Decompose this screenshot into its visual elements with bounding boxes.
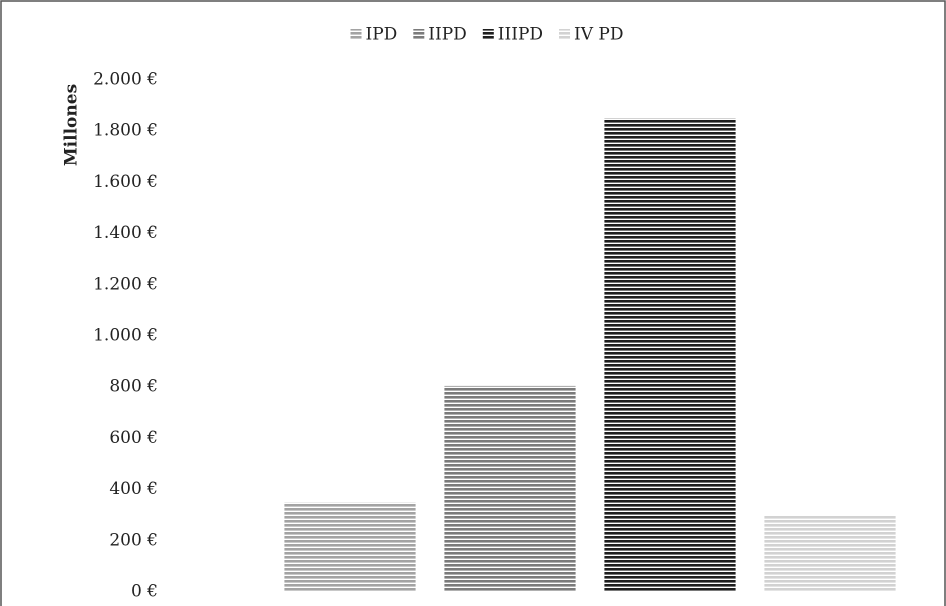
bar	[604, 118, 736, 593]
y-tick-label: 2.000 €	[93, 70, 158, 90]
y-tick-label: 1.400 €	[93, 223, 158, 243]
legend-swatch	[413, 29, 425, 40]
legend-swatch	[482, 29, 494, 40]
y-tick-label: 1.600 €	[93, 172, 158, 192]
y-tick-label: 400 €	[109, 479, 158, 499]
y-axis-label: Millones	[62, 84, 82, 166]
legend-swatch	[350, 29, 362, 40]
bar	[444, 385, 576, 592]
bar	[764, 515, 896, 592]
y-tick-label: 1.000 €	[93, 326, 158, 346]
y-tick-label: 0 €	[131, 582, 158, 602]
legend-label: IPD	[366, 25, 398, 45]
y-tick-label: 1.200 €	[93, 274, 158, 294]
y-tick-label: 800 €	[109, 377, 158, 397]
legend-label: IIPD	[428, 25, 467, 45]
y-tick-label: 600 €	[109, 428, 158, 448]
legend-label: IIIPD	[498, 25, 543, 45]
bar	[284, 502, 416, 592]
legend-swatch	[559, 29, 571, 40]
y-tick-label: 200 €	[109, 530, 158, 550]
y-tick-label: 1.800 €	[93, 121, 158, 141]
legend-label: IV PD	[574, 25, 623, 45]
legend: IPD IIPD IIIPD IV PD	[350, 25, 623, 45]
